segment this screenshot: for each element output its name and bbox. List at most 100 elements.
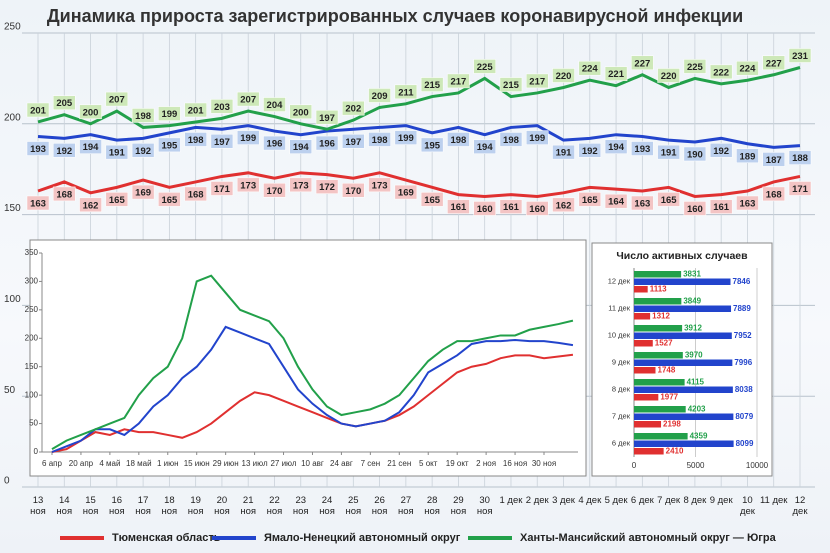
x-tick-label: 4 дек — [578, 495, 602, 506]
label-box — [631, 195, 654, 211]
bar — [634, 386, 733, 393]
data-label: 198 — [503, 135, 519, 146]
x-tick-label: 5 окт — [419, 459, 438, 468]
data-label: 197 — [345, 137, 361, 148]
label-box — [631, 55, 654, 71]
data-label: 8099 — [736, 439, 754, 448]
x-tick-label: 30 ноя — [476, 495, 493, 517]
data-label: 188 — [792, 153, 808, 164]
data-label: 196 — [267, 139, 283, 150]
x-tick-label: 22 ноя — [266, 495, 283, 517]
x-tick-label: 6 дек — [630, 495, 654, 506]
data-label: 2410 — [666, 447, 684, 456]
data-label: 197 — [214, 137, 230, 148]
label-box — [683, 146, 707, 162]
label-box — [552, 68, 575, 83]
data-label: 194 — [293, 142, 310, 153]
x-tick-label: 15 июн — [184, 459, 210, 468]
x-tick-label: 9 дек — [709, 495, 733, 506]
label-box — [368, 132, 391, 147]
line — [51, 353, 574, 453]
data-label: 192 — [135, 146, 151, 157]
data-label: 171 — [792, 184, 809, 195]
bar — [634, 367, 656, 374]
label-box — [420, 77, 444, 92]
x-tick-label: 29 ноя — [450, 495, 467, 517]
data-label: 227 — [766, 58, 782, 69]
y-tick-label: 50 — [4, 385, 16, 396]
data-label: 3849 — [683, 297, 701, 306]
label-box — [604, 66, 628, 81]
data-label: 198 — [135, 111, 151, 122]
data-label: 199 — [161, 109, 177, 120]
label-box — [105, 91, 129, 107]
data-label: 165 — [161, 195, 178, 206]
data-label: 170 — [267, 186, 283, 197]
data-label: 187 — [766, 155, 782, 166]
data-label: 1312 — [652, 312, 670, 321]
data-label: 190 — [687, 149, 703, 160]
label-box — [289, 139, 313, 154]
label-box — [26, 141, 50, 156]
label-box — [105, 192, 129, 207]
x-tick-label: 6 апр — [42, 459, 62, 468]
data-label: 165 — [582, 195, 599, 206]
data-label: 195 — [424, 140, 441, 151]
line — [51, 325, 574, 453]
label-box — [499, 199, 523, 214]
bar — [634, 340, 653, 347]
data-label: 202 — [345, 104, 361, 115]
x-tick-label: 25 ноя — [345, 495, 362, 517]
data-label: 194 — [608, 142, 625, 153]
data-label: 164 — [608, 197, 625, 208]
y-tick-label: 250 — [4, 22, 21, 33]
data-label: 224 — [582, 64, 599, 75]
x-tick-label: 20 апр — [69, 459, 94, 468]
label-box — [447, 132, 470, 147]
data-label: 196 — [319, 139, 335, 150]
x-tick-label: 11 дек — [759, 495, 788, 506]
data-label: 163 — [634, 199, 650, 210]
label-box — [473, 139, 496, 154]
data-label: 8038 — [735, 385, 753, 394]
bar — [634, 448, 664, 455]
label-box — [315, 179, 339, 194]
data-label: 168 — [766, 189, 782, 200]
bar — [634, 379, 685, 386]
legend-label: Ханты-Мансийский автономный округ — Югра — [520, 532, 777, 544]
label-box — [499, 77, 523, 92]
label-box — [447, 199, 470, 214]
data-label: 172 — [319, 182, 335, 193]
data-label: 199 — [529, 133, 545, 144]
y-tick-label: 9 дек — [612, 357, 631, 366]
x-tick-label: 24 авг — [330, 459, 353, 468]
bar — [634, 325, 683, 332]
y-tick-label: 8 дек — [612, 384, 631, 393]
label-box — [53, 186, 76, 202]
data-label: 221 — [608, 69, 625, 80]
data-label: 195 — [161, 140, 178, 151]
data-label: 173 — [293, 180, 309, 191]
label-box — [736, 60, 759, 76]
label-box — [736, 148, 759, 164]
x-tick-label: 30 ноя — [532, 459, 556, 468]
label-box — [236, 130, 260, 145]
label-box — [131, 108, 155, 123]
data-label: 1977 — [660, 393, 678, 402]
x-tick-label: 20 ноя — [214, 495, 230, 517]
label-box — [210, 181, 234, 196]
chart-title: Динамика прироста зарегистрированных слу… — [47, 6, 743, 26]
data-label: 3970 — [685, 351, 703, 360]
data-label: 168 — [188, 189, 204, 200]
label-box — [53, 143, 76, 158]
data-label: 198 — [372, 135, 388, 146]
bar — [634, 298, 682, 305]
bar — [634, 421, 662, 428]
data-label: 217 — [450, 76, 466, 87]
data-label: 1748 — [658, 366, 676, 375]
x-tick-label: 23 ноя — [292, 495, 309, 517]
y-tick-label: 200 — [25, 333, 39, 342]
data-label: 189 — [740, 151, 756, 162]
data-label: 193 — [634, 144, 650, 155]
x-tick-label: 21 ноя — [240, 495, 257, 517]
